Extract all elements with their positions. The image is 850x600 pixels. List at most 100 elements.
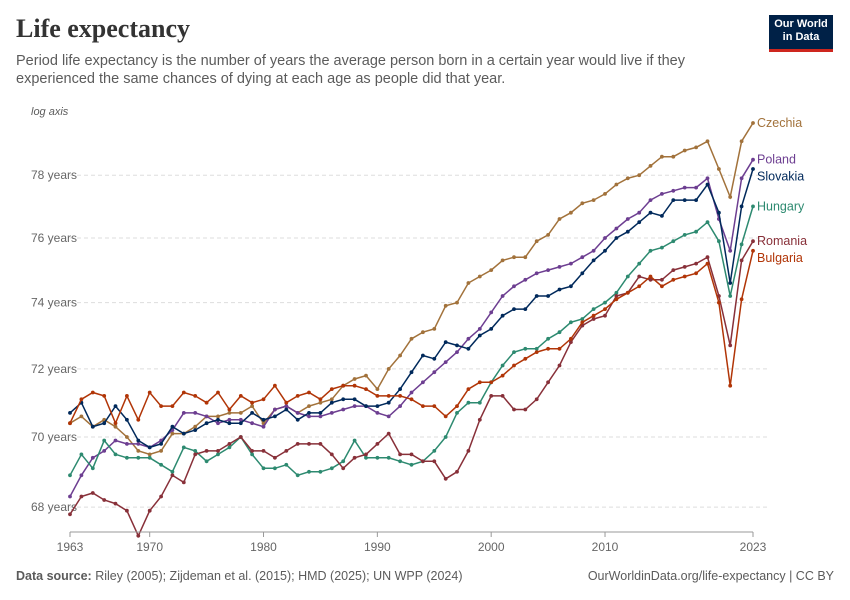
data-point	[569, 336, 573, 341]
data-point	[273, 383, 277, 388]
data-point	[79, 397, 84, 402]
series-slovakia[interactable]	[68, 167, 755, 450]
logo-line-2: in Data	[782, 31, 820, 43]
data-point	[443, 360, 448, 364]
data-point	[295, 411, 300, 415]
data-point	[364, 373, 368, 378]
data-point	[125, 394, 129, 398]
data-point	[102, 449, 107, 453]
data-point	[534, 239, 539, 244]
data-point	[261, 397, 266, 402]
data-point	[341, 397, 346, 402]
data-point	[329, 400, 334, 405]
data-point	[329, 397, 334, 402]
data-point	[136, 442, 141, 446]
data-point	[147, 390, 152, 395]
data-point	[443, 340, 448, 344]
data-point	[625, 229, 630, 234]
owid-logo[interactable]: Our World in Data	[769, 15, 833, 52]
data-point	[364, 387, 368, 391]
source-link[interactable]: OurWorldinData.org/life-expectancy | CC …	[587, 569, 834, 583]
data-point	[159, 442, 164, 446]
data-point	[421, 459, 425, 464]
data-point	[79, 473, 84, 478]
data-point	[466, 281, 471, 285]
data-point	[341, 407, 346, 412]
data-point	[603, 248, 607, 253]
data-point	[136, 455, 141, 460]
data-point	[580, 317, 585, 321]
series-hungary[interactable]	[68, 204, 755, 478]
data-point	[660, 192, 664, 196]
data-point	[728, 343, 733, 348]
data-point	[307, 390, 311, 395]
data-point	[614, 226, 619, 231]
data-point	[216, 452, 220, 457]
data-point	[68, 421, 72, 426]
data-point	[238, 435, 243, 439]
data-point	[500, 294, 505, 298]
data-point	[181, 445, 186, 450]
data-point	[125, 455, 129, 460]
chart-subtitle: Period life expectancy is the number of …	[16, 53, 685, 87]
data-point	[216, 390, 220, 395]
data-point	[455, 350, 459, 354]
data-point	[216, 414, 220, 419]
data-point	[523, 356, 528, 361]
data-point	[193, 411, 198, 415]
data-point	[421, 404, 425, 408]
data-point	[250, 400, 255, 405]
data-point	[751, 167, 755, 171]
data-point	[432, 404, 437, 408]
data-point	[341, 466, 346, 471]
data-point	[751, 248, 755, 253]
data-point	[523, 307, 528, 311]
data-point	[261, 424, 266, 429]
data-point	[648, 248, 653, 253]
data-point	[660, 154, 664, 159]
data-point	[660, 214, 664, 218]
y-tick-label: 78 years	[31, 168, 77, 182]
data-point	[295, 442, 300, 446]
series-lines	[68, 121, 755, 538]
data-point	[455, 300, 459, 305]
data-point	[68, 473, 72, 478]
data-point	[694, 185, 698, 190]
data-point	[409, 397, 414, 402]
data-point	[477, 380, 482, 385]
data-point	[125, 417, 129, 422]
data-point	[432, 356, 437, 361]
data-point	[728, 248, 733, 253]
data-point	[318, 411, 323, 415]
data-point	[364, 404, 368, 408]
series-romania[interactable]	[68, 239, 755, 538]
data-point	[625, 176, 630, 181]
data-point	[717, 167, 721, 171]
data-point	[398, 353, 402, 358]
data-point	[591, 317, 596, 321]
data-point	[739, 258, 744, 263]
x-tick-label: 1980	[250, 540, 277, 554]
data-point	[421, 353, 425, 358]
data-point	[113, 438, 118, 443]
data-point	[466, 400, 471, 405]
data-point	[352, 438, 357, 443]
data-point	[193, 449, 198, 453]
data-point	[409, 390, 414, 395]
data-point	[409, 452, 414, 457]
data-point	[705, 255, 710, 260]
data-point	[569, 261, 573, 266]
data-point	[90, 466, 95, 471]
data-point	[591, 307, 596, 311]
data-point	[660, 284, 664, 289]
series-poland[interactable]	[68, 157, 755, 499]
series-bulgaria[interactable]	[68, 248, 755, 426]
data-point	[170, 431, 175, 436]
data-point	[614, 297, 619, 302]
data-point	[694, 198, 698, 203]
data-point	[557, 346, 562, 351]
x-tick-label: 2023	[740, 540, 767, 554]
data-point	[648, 274, 653, 279]
data-point	[637, 261, 642, 266]
data-point	[637, 220, 642, 225]
